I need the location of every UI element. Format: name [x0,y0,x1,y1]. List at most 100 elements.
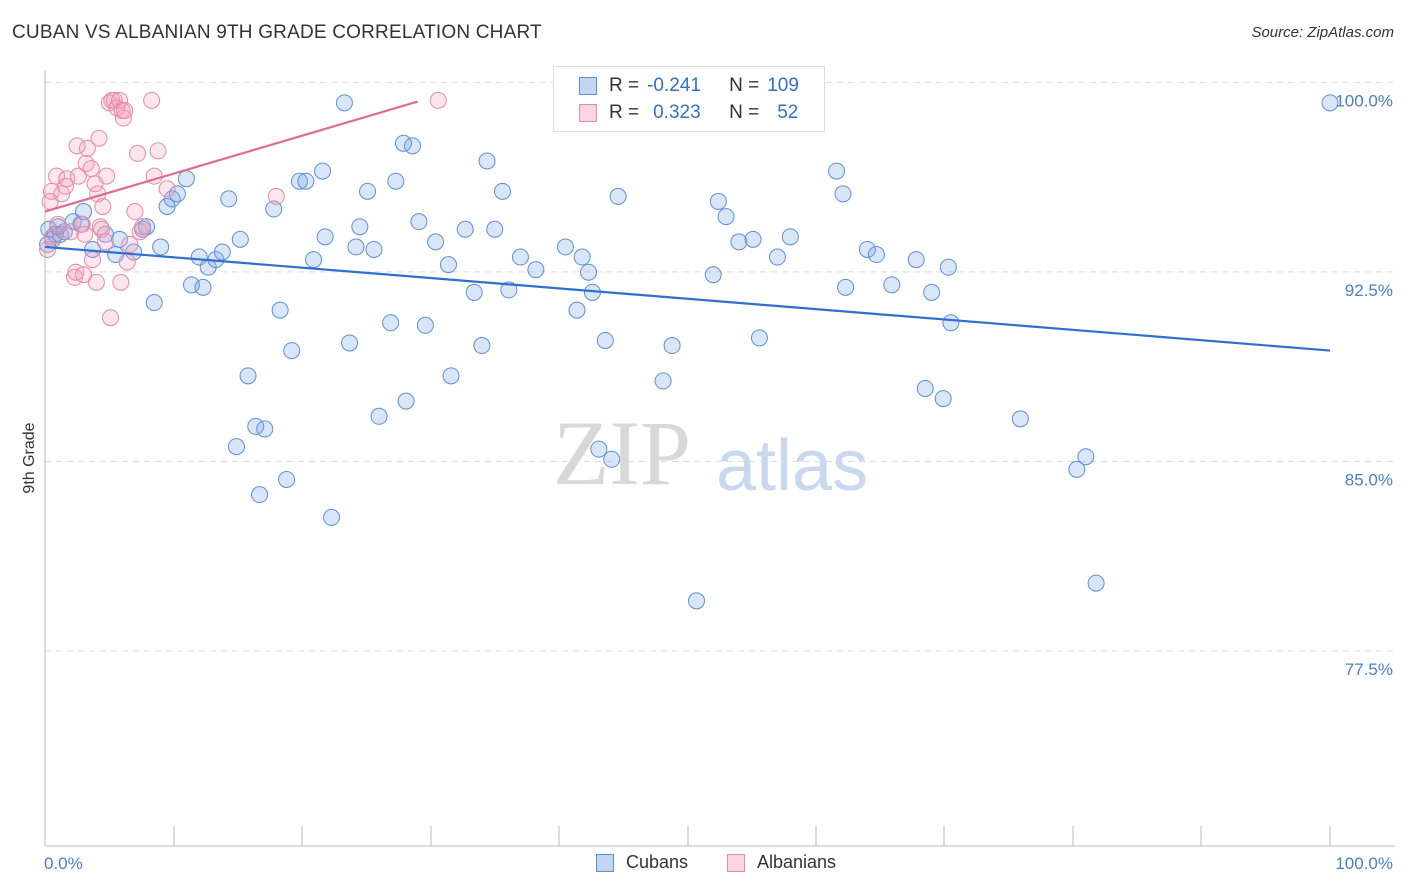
point-cubans [609,187,627,205]
point-cubans [486,220,504,238]
point-cubans [251,486,269,504]
point-albanians [96,233,114,251]
point-cubans [654,372,672,390]
point-cubans [387,172,405,190]
point-albanians [429,91,447,109]
point-cubans [704,266,722,284]
point-albanians [78,139,96,157]
trend-line-cubans [44,245,1331,352]
point-cubans [923,283,941,301]
point-cubans [1077,448,1095,466]
point-cubans [709,192,727,210]
point-cubans [427,233,445,251]
point-cubans [750,329,768,347]
point-cubans [939,258,957,276]
point-cubans [456,220,474,238]
point-cubans [493,182,511,200]
point-cubans [1321,94,1339,112]
points-layer [39,91,1339,610]
chart-title: CUBAN VS ALBANIAN 9TH GRADE CORRELATION … [12,22,542,43]
point-cubans [478,152,496,170]
point-cubans [934,390,952,408]
legend-swatch-cubans [596,853,614,872]
point-cubans [347,238,365,256]
point-cubans [341,334,359,352]
trend-line-albanians [44,100,418,213]
point-cubans [580,263,598,281]
point-cubans [527,261,545,279]
point-cubans [410,213,428,231]
legend-row-albanians: R = 0.323 N = 52 [554,100,798,126]
point-cubans [125,243,143,261]
legend-r-label: R = [609,75,640,96]
point-cubans [177,170,195,188]
point-cubans [867,246,885,264]
point-cubans [239,367,257,385]
y-tick-label: 100.0% [1335,91,1393,110]
point-albanians [131,223,149,241]
point-cubans [370,407,388,425]
legend-swatch-cubans [579,77,597,95]
point-albanians [87,273,105,291]
point-cubans [717,208,735,226]
point-albanians [94,197,112,215]
point-albanians [118,253,136,271]
point-cubans [1087,574,1105,592]
point-cubans [687,592,705,610]
point-albanians [39,240,57,258]
point-albanians [129,144,147,162]
point-cubans [942,314,960,332]
y-tick-label: 92.5% [1345,281,1393,300]
point-cubans [283,342,301,360]
legend-row-cubans: R = -0.241 N = 109 [554,73,799,99]
stats-legend: R = -0.241 N = 109 R = 0.323 N = 52 [553,66,825,132]
point-cubans [278,470,296,488]
point-cubans [858,240,876,258]
point-cubans [220,190,238,208]
point-cubans [573,248,591,266]
point-cubans [404,137,422,155]
legend-swatch-albanians [727,853,745,872]
point-albanians [93,220,111,238]
point-cubans [439,256,457,274]
point-cubans [305,251,323,269]
point-cubans [730,233,748,251]
point-cubans [781,228,799,246]
point-cubans [194,278,212,296]
point-cubans [465,283,483,301]
legend-r-label: R = [609,102,640,123]
x-tick-label: 100.0% [1335,854,1393,873]
x-tick-label: 0.0% [44,854,83,873]
point-albanians [69,167,87,185]
point-cubans [556,238,574,256]
legend-n-value: 109 [767,75,799,96]
point-cubans [828,162,846,180]
legend-label-albanians: Albanians [757,852,837,872]
legend-n-value: 52 [777,102,799,123]
legend-item-albanians: Albanians [727,852,836,873]
point-cubans [511,248,529,266]
point-cubans [768,248,786,266]
point-cubans [744,230,762,248]
watermark-atlas: atlas [716,426,869,506]
point-cubans [359,182,377,200]
point-cubans [1011,410,1029,428]
point-cubans [213,243,231,261]
point-cubans [837,278,855,296]
point-cubans [663,337,681,355]
point-albanians [158,180,176,198]
point-albanians [102,309,120,327]
point-cubans [290,172,308,190]
point-albanians [73,215,91,233]
point-cubans [883,276,901,294]
point-cubans [596,331,614,349]
point-cubans [834,185,852,203]
point-albanians [116,101,134,119]
label-layer: 77.5% 85.0% 92.5% 100.0% 0.0% 100.0% 9th Grade [21,91,1393,873]
point-cubans [473,337,491,355]
point-cubans [351,218,369,236]
trend-layer [44,100,1331,352]
point-cubans [231,230,249,248]
point-cubans [416,316,434,334]
point-albanians [121,235,139,253]
